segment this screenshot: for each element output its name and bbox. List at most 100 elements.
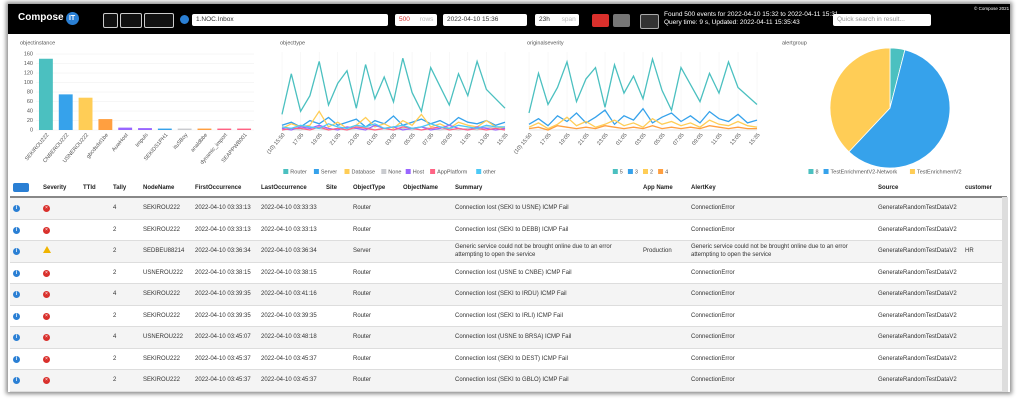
series-line — [281, 126, 506, 131]
event-row[interactable]: i × 2 SEKIROU222 2022-04-10 03:45:37 2022-04-… — [10, 369, 1007, 392]
cell-empty — [323, 219, 350, 241]
legend-label: 4 — [665, 169, 668, 175]
stop-button[interactable] — [592, 14, 609, 27]
play-button[interactable] — [613, 14, 630, 27]
cell: 2022-04-10 03:45:37 — [192, 369, 258, 392]
info-icon[interactable]: i — [13, 269, 20, 277]
column-header[interactable]: App Name — [640, 180, 688, 198]
info-icon[interactable]: i — [13, 248, 20, 256]
rows-input[interactable]: 500 rows — [395, 14, 437, 26]
severity-critical-icon: × — [43, 334, 50, 342]
cell: Connection lost (SEKI to DEBB) ICMP Fail — [452, 219, 640, 241]
column-header[interactable]: TTId — [80, 180, 110, 198]
bar — [217, 128, 232, 130]
filter-path-input[interactable]: 1.NOC.Inbox — [192, 14, 388, 26]
cell: Router — [350, 326, 400, 349]
sql-button[interactable] — [120, 13, 142, 28]
cell: Router — [350, 262, 400, 284]
cell-empty — [962, 326, 1007, 349]
event-row[interactable]: i × 2 USNEROU222 2022-04-10 03:38:15 2022-04-… — [10, 262, 1007, 284]
column-header[interactable]: Severity — [40, 180, 80, 198]
cell-empty — [640, 283, 688, 306]
legend-swatch — [313, 169, 319, 174]
legend-label: Host — [413, 169, 425, 175]
legend-swatch — [658, 169, 664, 174]
event-row[interactable]: i × 2 SEKIROU222 2022-04-10 03:45:37 2022-04-… — [10, 348, 1007, 370]
cell: ConnectionError — [688, 305, 875, 327]
event-row[interactable]: i × 2 SEKIROU222 2022-04-10 03:33:13 2022-04-… — [10, 219, 1007, 241]
y-tick-label: 60 — [27, 99, 33, 105]
rows-label: rows — [419, 16, 434, 23]
cell: 2022-04-10 03:38:15 — [192, 262, 258, 284]
info-icon[interactable]: i — [13, 312, 20, 320]
cell: Router — [350, 348, 400, 370]
cell-empty — [400, 369, 452, 392]
severity-critical-icon: × — [43, 355, 50, 363]
x-tick-label: 17:05 — [292, 132, 305, 146]
logo: Compose IT — [18, 12, 79, 25]
status: Found 500 events for 2022-04-10 15:32 to… — [664, 11, 842, 27]
column-header[interactable]: LastOccurrence — [258, 180, 323, 198]
cell: GenerateRandomTestDataV2 — [875, 283, 962, 306]
cell: 4 — [110, 197, 140, 220]
bar — [58, 94, 73, 130]
bar — [118, 127, 133, 130]
info-icon[interactable]: i — [13, 226, 20, 234]
column-header[interactable]: FirstOccurrence — [192, 180, 258, 198]
help-icon[interactable] — [180, 15, 189, 24]
x-tick-label: 21:05 — [329, 132, 342, 146]
series-line — [528, 116, 758, 130]
cell: 2022-04-10 03:39:35 — [258, 305, 323, 327]
severity-warning-icon — [43, 246, 51, 254]
cell: Router — [350, 369, 400, 392]
export-button[interactable] — [103, 13, 118, 28]
cell-empty — [323, 197, 350, 220]
event-row[interactable]: i × 4 SEKIROU222 2022-04-10 03:33:13 2022-04-… — [10, 197, 1007, 220]
column-header[interactable]: Summary — [452, 180, 640, 198]
series-line — [281, 115, 506, 128]
cell: SEDBEU88214 — [140, 240, 192, 263]
column-header[interactable]: ObjectName — [400, 180, 452, 198]
info-icon[interactable]: i — [13, 377, 20, 385]
cell: 2022-04-10 03:48:18 — [258, 326, 323, 349]
event-row[interactable]: i 2 SEDBEU88214 2022-04-10 03:36:34 2022-04-… — [10, 240, 1007, 263]
cell: USNEROU222 — [140, 326, 192, 349]
view-menu-button[interactable] — [144, 13, 174, 28]
info-icon[interactable]: i — [13, 355, 20, 363]
info-icon[interactable]: i — [13, 334, 20, 342]
x-tick-label: 23:05 — [596, 132, 609, 146]
x-tick-label: 11:05 — [459, 132, 472, 146]
cell-empty — [962, 219, 1007, 241]
column-header[interactable]: ObjectType — [350, 180, 400, 198]
scrollbar[interactable] — [1002, 197, 1008, 392]
span-input[interactable]: 23h span — [535, 14, 579, 26]
column-header[interactable]: Site — [323, 180, 350, 198]
cell: 2022-04-10 03:33:13 — [192, 197, 258, 220]
cell-empty — [400, 240, 452, 263]
cell: 2022-04-10 03:45:37 — [258, 348, 323, 370]
column-header[interactable]: NodeName — [140, 180, 192, 198]
column-header[interactable]: AlertKey — [688, 180, 875, 198]
cell: GenerateRandomTestDataV2 — [875, 305, 962, 327]
column-menu[interactable] — [10, 180, 40, 198]
date-input[interactable]: 2022-04-10 15:36 — [443, 14, 527, 26]
cell: Router — [350, 305, 400, 327]
cell: GenerateRandomTestDataV2 — [875, 219, 962, 241]
x-tick-label: 19:05 — [310, 132, 323, 146]
legend-label: other — [483, 169, 496, 175]
cell-empty — [962, 305, 1007, 327]
event-row[interactable]: i × 4 SEKIROU222 2022-04-10 03:39:35 2022-04-… — [10, 283, 1007, 306]
cell-empty — [80, 348, 110, 370]
legend-label: AppPlatform — [437, 169, 468, 175]
x-tick-label: 03:05 — [634, 132, 647, 146]
column-header[interactable]: Source — [875, 180, 962, 198]
info-icon[interactable]: i — [13, 291, 20, 299]
event-row[interactable]: i × 2 SEKIROU222 2022-04-10 03:39:35 2022-04-… — [10, 305, 1007, 327]
column-header[interactable]: customer — [962, 180, 1007, 198]
column-header[interactable]: Tally — [110, 180, 140, 198]
cell: Production — [640, 240, 688, 263]
quick-search-input[interactable]: Quick search in result... — [833, 14, 931, 26]
settings-button[interactable] — [640, 14, 659, 29]
info-icon[interactable]: i — [13, 205, 20, 213]
event-row[interactable]: i × 4 USNEROU222 2022-04-10 03:45:07 2022-04-… — [10, 326, 1007, 349]
